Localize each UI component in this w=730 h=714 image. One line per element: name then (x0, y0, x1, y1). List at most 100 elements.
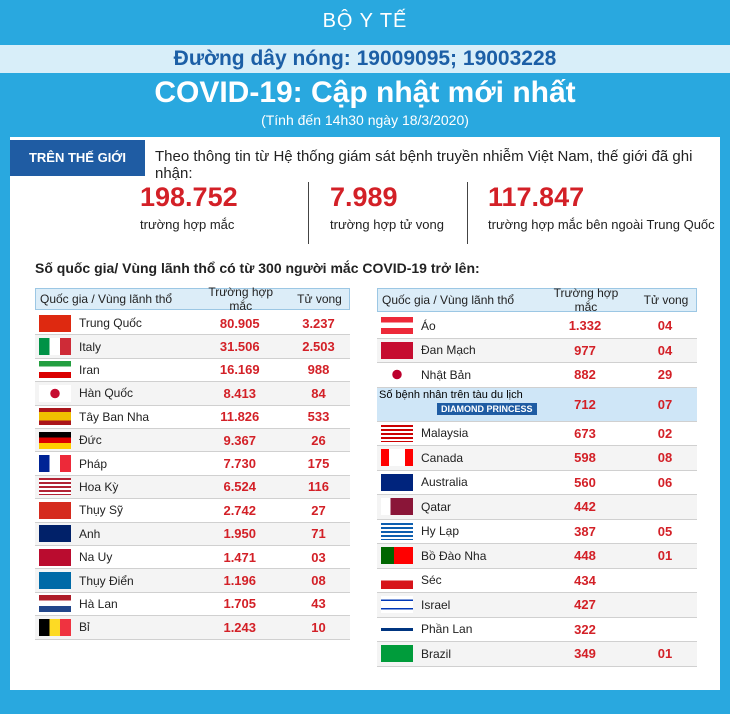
ship-badge: DIAMOND PRINCESS (437, 402, 537, 415)
stat-label: trường hợp mắc bên ngoài Trung Quốc (488, 217, 715, 232)
section-tag: TRÊN THẾ GIỚI (10, 140, 145, 176)
country: Hoa Kỳ (79, 479, 119, 494)
column-header: Quốc gia / Vùng lãnh thổ (40, 292, 173, 306)
cases: 2.742 (223, 502, 257, 518)
flag (39, 338, 71, 356)
stat-label: trường hợp mắc (140, 217, 235, 232)
deaths: 43 (311, 596, 326, 612)
flag (39, 548, 71, 566)
table-row: Pháp 7.730 175 (35, 452, 350, 476)
flag (39, 525, 71, 543)
country: Áo (421, 318, 436, 333)
country: Italy (79, 339, 102, 354)
table-row: Bồ Đào Nha 448 01 (377, 544, 697, 569)
deaths: 27 (311, 502, 326, 518)
cases: 7.730 (223, 456, 257, 472)
table-row: Anh 1.950 71 (35, 522, 350, 546)
deaths: 26 (311, 432, 326, 448)
table-row: Số bệnh nhân trên tàu du lịch DIAMOND PRI… (377, 387, 697, 422)
deaths: 2.503 (302, 339, 335, 355)
deaths: 71 (311, 526, 326, 542)
cases: 434 (574, 572, 596, 588)
flag (381, 645, 413, 663)
flag (381, 317, 413, 335)
deaths: 07 (657, 396, 673, 412)
cases: 1.471 (223, 549, 257, 565)
flag (39, 572, 71, 590)
country: Thụy Sỹ (79, 503, 124, 518)
title: COVID-19: Cập nhật mới nhất (154, 76, 576, 109)
deaths: 03 (311, 549, 326, 565)
country: Nhật Bản (421, 367, 472, 382)
stat-value: 7.989 (330, 182, 398, 212)
country: Hà Lan (79, 596, 118, 611)
table-row: Hà Lan 1.705 43 (35, 592, 350, 617)
row-label: Số bệnh nhân trên tàu du lịch (379, 388, 523, 401)
flag (39, 361, 71, 379)
flag (381, 547, 413, 565)
deaths: 08 (657, 450, 673, 466)
cases: 977 (574, 342, 596, 358)
cases: 442 (574, 499, 596, 515)
hotline: Đường dây nóng: 19009095; 19003228 (173, 47, 557, 70)
cases: 1.950 (223, 526, 257, 542)
country: Israel (421, 597, 451, 612)
flag (381, 620, 413, 638)
table-row: Qatar 442 (377, 495, 697, 520)
cases: 322 (574, 621, 596, 637)
country: Iran (79, 362, 100, 377)
hotline-band (0, 45, 730, 73)
cases: 882 (574, 367, 596, 383)
cases: 9.367 (223, 432, 257, 448)
flag (39, 618, 71, 636)
deaths: 533 (307, 409, 330, 425)
cases: 712 (574, 396, 596, 412)
country: Trung Quốc (79, 316, 142, 331)
deaths: 05 (657, 523, 673, 539)
deaths: 3.237 (302, 315, 335, 331)
country: Malaysia (421, 426, 469, 441)
deaths: 01 (657, 548, 673, 564)
table-row: Áo 1.332 04 (377, 314, 697, 339)
table-row: Phần Lan 322 (377, 617, 697, 642)
divider (467, 182, 468, 244)
subtitle: (Tính đến 14h30 ngày 18/3/2020) (261, 112, 469, 128)
table-row: Brazil 349 01 (377, 642, 697, 667)
stat-value: 117.847 (488, 182, 585, 212)
country: Qatar (421, 499, 452, 514)
deaths: 175 (307, 456, 330, 472)
cases: 560 (574, 474, 596, 490)
country: Phần Lan (421, 622, 473, 637)
country: Canada (421, 450, 464, 465)
flag (39, 314, 71, 332)
table-row: Italy 31.506 2.503 (35, 335, 350, 359)
cases: 1.332 (568, 318, 602, 334)
deaths: 29 (657, 367, 673, 383)
cases: 673 (574, 425, 596, 441)
cases: 1.705 (223, 596, 257, 612)
column-header: Quốc gia / Vùng lãnh thổ (382, 293, 515, 307)
table-row: Hy Lạp 387 05 (377, 519, 697, 544)
flag (381, 571, 413, 589)
cases: 6.524 (223, 479, 257, 495)
divider (308, 182, 309, 244)
table-row: Thụy Sỹ 2.742 27 (35, 499, 350, 523)
column-header: Trường hợp mắc (208, 285, 274, 313)
table-row: Séc 434 (377, 568, 697, 593)
deaths: 08 (311, 573, 326, 589)
table-row: Thụy Điển 1.196 08 (35, 569, 350, 593)
cases: 80.905 (219, 315, 260, 331)
flag (381, 522, 413, 540)
brand: BỘ Y TẾ (322, 10, 408, 32)
cases: 16.169 (219, 362, 260, 378)
country: Thụy Điển (79, 573, 134, 588)
table-title: Số quốc gia/ Vùng lãnh thổ có từ 300 ngư… (35, 260, 480, 276)
table-row: Tây Ban Nha 11.826 533 (35, 405, 350, 429)
country: Hy Lạp (421, 524, 460, 539)
table-row: Bỉ 1.243 10 (35, 616, 350, 640)
table-row: Đan Mạch 977 04 (377, 338, 697, 363)
cases: 8.413 (223, 385, 257, 401)
deaths: 116 (308, 479, 329, 495)
cases: 448 (574, 548, 596, 564)
flag (381, 498, 413, 516)
